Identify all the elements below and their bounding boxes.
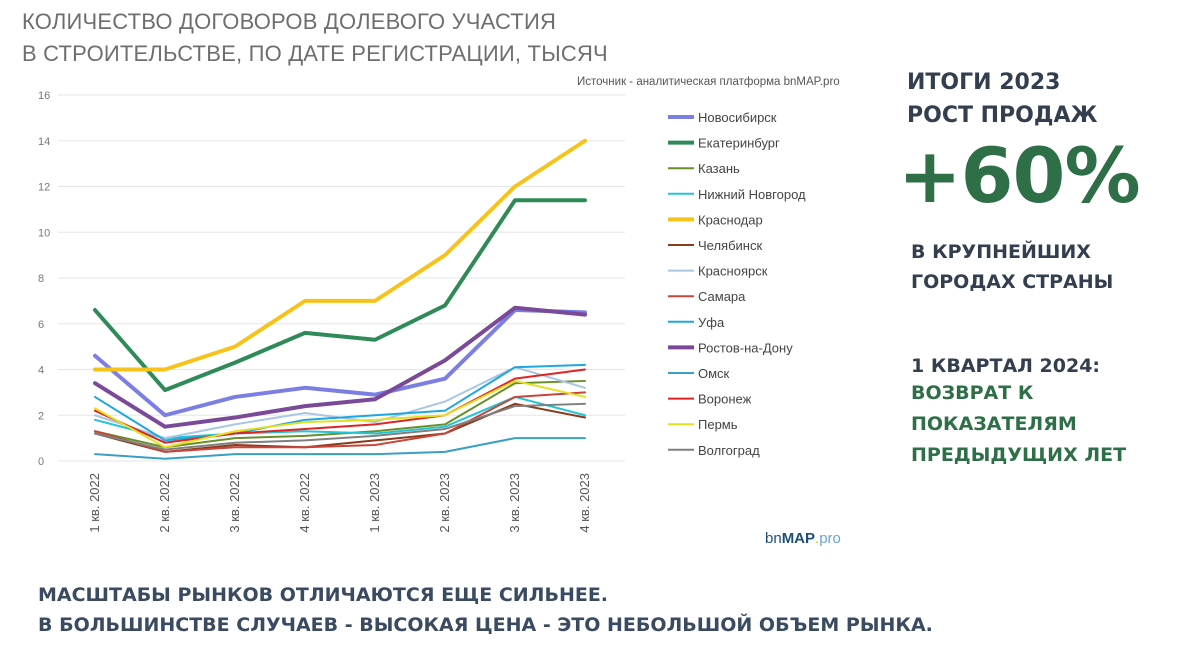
legend-label: Екатеринбург	[698, 136, 780, 151]
legend-label: Уфа	[698, 315, 725, 330]
chart-title-line-2: В СТРОИТЕЛЬСТВЕ, ПО ДАТЕ РЕГИСТРАЦИИ, ТЫ…	[22, 41, 608, 66]
y-tick-label: 2	[38, 410, 44, 422]
x-tick-label: 3 кв. 2022	[227, 473, 242, 533]
series-line	[93, 308, 587, 418]
bnmap-logo: bnMAP.pro	[765, 530, 841, 547]
y-tick-label: 0	[38, 456, 44, 468]
chart-series	[93, 138, 587, 460]
y-tick-label: 6	[38, 319, 44, 331]
legend-label: Омск	[698, 366, 730, 381]
legend-label: Волгоград	[698, 443, 760, 458]
source-note: Источник - аналитическая платформа bnMAP…	[577, 76, 840, 88]
series-line	[94, 379, 586, 449]
bottom-note-line-1: МАСШТАБЫ РЫНКОВ ОТЛИЧАЮТСЯ ЕЩЕ СИЛЬНЕЕ.	[38, 584, 609, 606]
series-line	[94, 395, 586, 440]
x-tick-label: 3 кв. 2023	[507, 473, 522, 533]
bottom-note: МАСШТАБЫ РЫНКОВ ОТЛИЧАЮТСЯ ЕЩЕ СИЛЬНЕЕ. …	[38, 580, 933, 640]
chart-title-line-1: КОЛИЧЕСТВО ДОГОВОРОВ ДОЛЕВОГО УЧАСТИЯ	[22, 9, 557, 34]
series-line	[94, 363, 586, 442]
q1-2024-line-2: ПОКАЗАТЕЛЯМ	[911, 413, 1077, 435]
results-heading: ИТОГИ 2023 РОСТ ПРОДАЖ	[907, 66, 1097, 132]
series-line	[93, 138, 587, 372]
legend-label: Казань	[698, 161, 740, 176]
y-tick-label: 10	[38, 227, 50, 239]
chart-legend: Новосибирск Екатеринбург Казань Нижний Новг…	[668, 110, 806, 458]
x-tick-label: 1 кв. 2022	[87, 473, 102, 533]
series-line	[94, 391, 586, 453]
series-line	[93, 198, 587, 393]
x-tick-label: 4 кв. 2022	[297, 473, 312, 533]
q1-2024-line-3: ПРЕДЫДУЩИХ ЛЕТ	[911, 444, 1127, 466]
series-line	[94, 437, 586, 460]
y-tick-label: 8	[38, 273, 44, 285]
series-line	[94, 379, 586, 449]
legend-label: Краснодар	[698, 212, 763, 227]
growth-figure: +60%	[898, 131, 1141, 220]
bottom-note-line-2: В БОЛЬШИНСТВЕ СЛУЧАЕВ - ВЫСОКАЯ ЦЕНА - Э…	[38, 614, 933, 636]
x-tick-label: 1 кв. 2023	[367, 473, 382, 533]
line-chart: 0 2 4 6 8 10 12 14 16 1 кв. 2022 2 кв. 2022 3 кв. …	[38, 90, 806, 533]
y-tick-label: 4	[38, 365, 44, 377]
q1-2024-text: ВОЗВРАТ К ПОКАЗАТЕЛЯМ ПРЕДЫДУЩИХ ЛЕТ	[911, 378, 1126, 471]
series-line	[93, 305, 587, 429]
results-heading-line-2: РОСТ ПРОДАЖ	[907, 103, 1098, 128]
y-tick-label: 16	[38, 90, 50, 102]
x-tick-label: 2 кв. 2023	[437, 473, 452, 533]
growth-caption-line-1: В КРУПНЕЙШИХ	[911, 241, 1091, 263]
legend-label: Воронеж	[698, 392, 752, 407]
chart-title: КОЛИЧЕСТВО ДОГОВОРОВ ДОЛЕВОГО УЧАСТИЯ В …	[22, 6, 608, 70]
y-axis: 0 2 4 6 8 10 12 14 16	[38, 90, 50, 468]
legend-label: Самара	[698, 289, 746, 304]
y-tick-label: 14	[38, 136, 50, 148]
x-tick-label: 4 кв. 2023	[577, 473, 592, 533]
series-line	[94, 402, 586, 451]
y-tick-label: 12	[38, 182, 50, 194]
results-heading-line-1: ИТОГИ 2023	[907, 70, 1061, 95]
legend-label: Нижний Новгород	[698, 187, 806, 202]
legend-label: Новосибирск	[698, 110, 777, 125]
growth-caption-line-2: ГОРОДАХ СТРАНЫ	[911, 271, 1114, 293]
x-tick-label: 2 кв. 2022	[157, 473, 172, 533]
legend-label: Ростов-на-Дону	[698, 340, 793, 355]
growth-caption: В КРУПНЕЙШИХ ГОРОДАХ СТРАНЫ	[911, 237, 1113, 297]
q1-2024-line-1: ВОЗВРАТ К	[911, 382, 1034, 404]
x-axis: 1 кв. 2022 2 кв. 2022 3 кв. 2022 4 кв. 2022…	[87, 473, 592, 533]
legend-label: Красноярск	[698, 264, 768, 279]
legend-label: Пермь	[698, 417, 738, 432]
legend-label: Челябинск	[698, 238, 762, 253]
q1-2024-heading: 1 КВАРТАЛ 2024:	[911, 355, 1101, 377]
series-line	[94, 368, 586, 444]
